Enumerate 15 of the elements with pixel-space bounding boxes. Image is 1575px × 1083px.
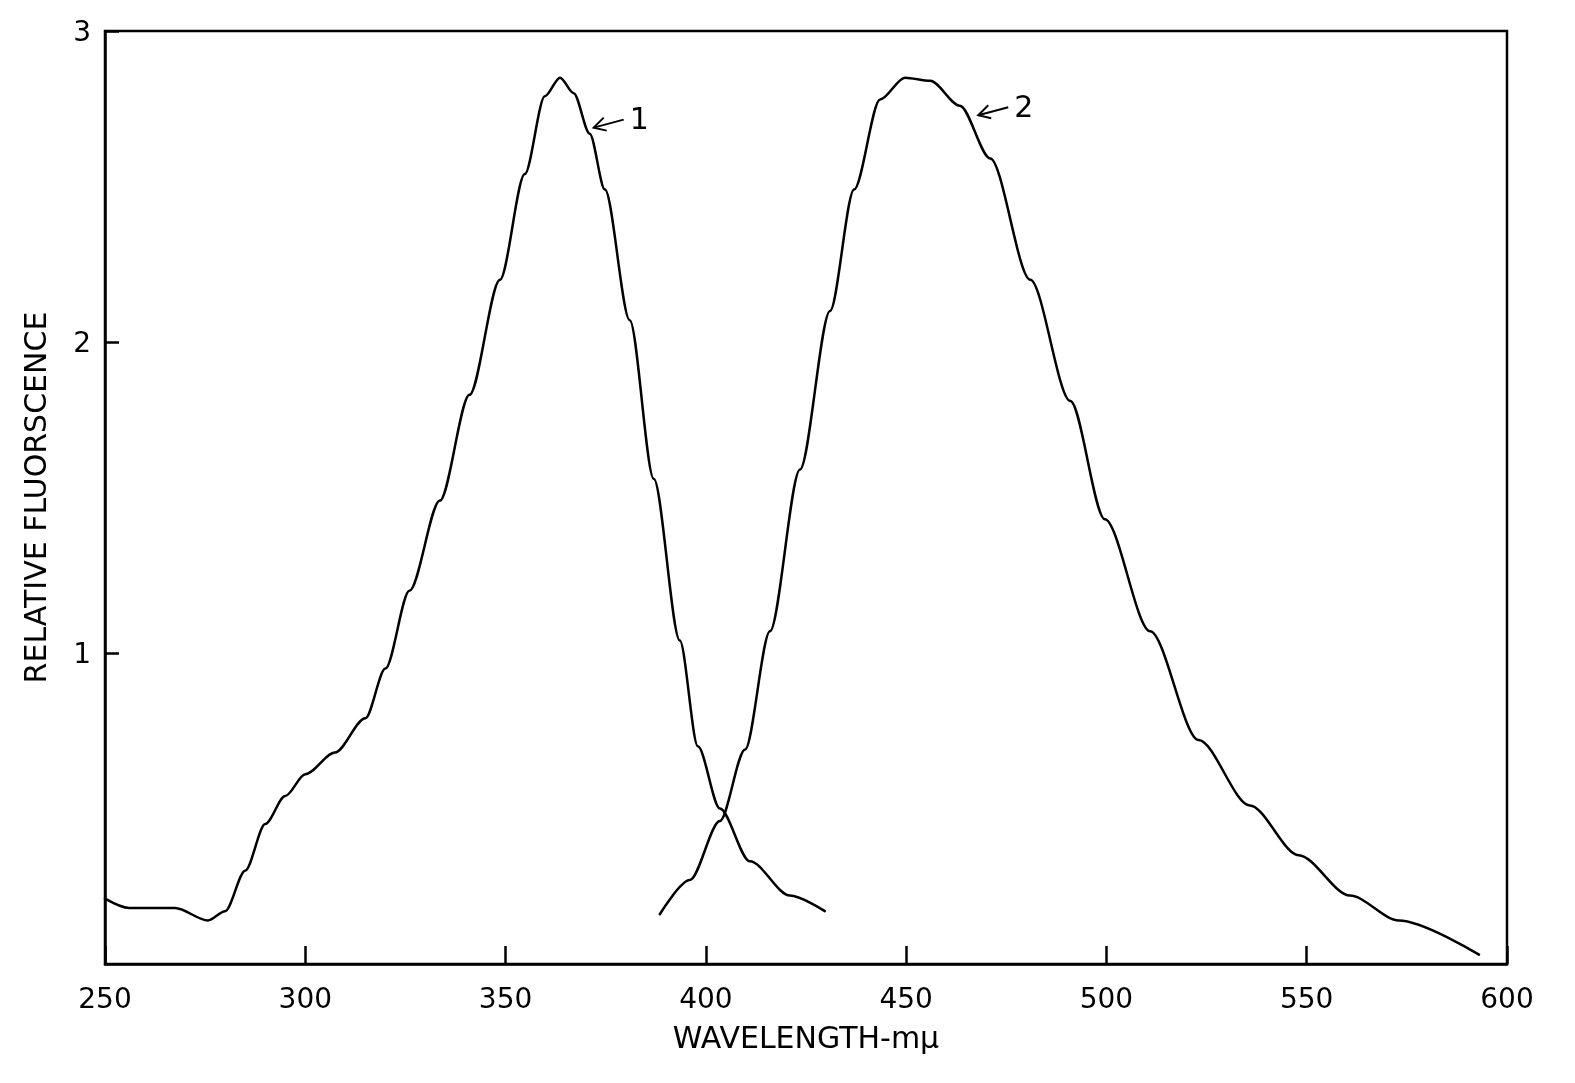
x-axis-title: WAVELENGTH-mμ (672, 1019, 940, 1055)
x-tick-label: 550 (1279, 981, 1334, 1015)
y-tick-label: 1 (73, 636, 91, 670)
x-tick-label: 350 (478, 981, 533, 1015)
y-tick-label: 3 (73, 14, 91, 48)
x-tick-label: 400 (679, 981, 733, 1015)
y-tick-label: 2 (73, 325, 91, 359)
annotation: 2 (1014, 88, 1034, 124)
x-tick-label: 500 (1079, 981, 1134, 1015)
annotation: 1 (629, 101, 649, 137)
x-tick-label: 600 (1480, 981, 1534, 1015)
y-axis-title: RELATIVE FLUORSCENCE (17, 311, 53, 684)
x-tick-label: 300 (278, 981, 333, 1015)
x-tick-label: 450 (879, 981, 933, 1015)
x-tick-label: 250 (78, 981, 132, 1015)
